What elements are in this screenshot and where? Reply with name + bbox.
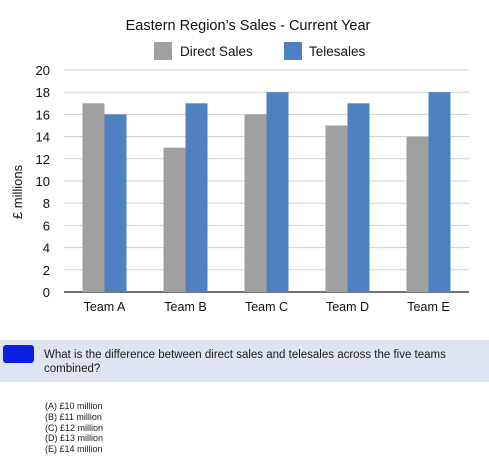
answer-options: (A) £10 million (B) £11 million (C) £12 … [45, 401, 103, 455]
chart-bars [82, 92, 451, 293]
x-tick-label: Team C [245, 300, 288, 314]
x-tick-label: Team A [84, 300, 126, 314]
legend-label-telesales: Telesales [309, 44, 366, 59]
y-tick-label: 16 [36, 107, 50, 122]
y-tick-label: 20 [36, 63, 50, 78]
x-tick-label: Team B [164, 300, 206, 314]
question-marker [3, 345, 34, 363]
y-tick-label: 14 [36, 130, 50, 145]
bar-direct-sales-team-c [244, 114, 267, 293]
x-tick-label: Team E [407, 300, 449, 314]
y-tick-label: 2 [43, 263, 50, 278]
y-tick-label: 18 [36, 85, 50, 100]
y-axis-ticks: 0 2 4 6 8 10 12 14 16 18 20 [36, 63, 50, 300]
y-tick-label: 12 [36, 152, 50, 167]
y-tick-label: 4 [43, 241, 50, 256]
question-text: What is the difference between direct sa… [44, 349, 446, 375]
bar-telesales-team-d [347, 103, 370, 292]
answer-option-b[interactable]: (B) £11 million [45, 411, 102, 422]
x-tick-label: Team D [326, 300, 369, 314]
answer-option-a[interactable]: (A) £10 million [45, 401, 103, 411]
y-tick-label: 6 [43, 218, 50, 233]
bar-direct-sales-team-b [163, 147, 186, 292]
sales-bar-chart: Eastern Region’s Sales - Current Year Di… [10, 18, 469, 314]
bar-direct-sales-team-d [325, 125, 348, 292]
legend-swatch-direct-sales [154, 42, 172, 60]
legend-label-direct-sales: Direct Sales [180, 44, 253, 59]
bar-direct-sales-team-e [406, 136, 429, 292]
answer-option-e[interactable]: (E) £14 million [45, 444, 103, 455]
bar-telesales-team-b [185, 103, 208, 292]
legend-swatch-telesales [284, 42, 302, 60]
bar-telesales-team-a [104, 114, 127, 293]
answer-option-c[interactable]: (C) £12 million [45, 422, 104, 433]
bar-telesales-team-e [428, 92, 451, 292]
y-tick-label: 10 [36, 174, 50, 189]
bar-direct-sales-team-a [82, 103, 105, 292]
y-tick-label: 0 [43, 285, 50, 300]
question-bar [0, 340, 489, 382]
chart-legend: Direct Sales Telesales [154, 42, 366, 60]
y-tick-label: 8 [43, 196, 50, 211]
chart-title: Eastern Region’s Sales - Current Year [126, 18, 371, 34]
bar-telesales-team-c [266, 92, 289, 292]
x-axis-ticks: Team A Team B Team C Team D Team E [84, 300, 450, 314]
y-axis-label: £ millions [10, 164, 25, 219]
answer-option-d[interactable]: (D) £13 million [45, 433, 104, 444]
